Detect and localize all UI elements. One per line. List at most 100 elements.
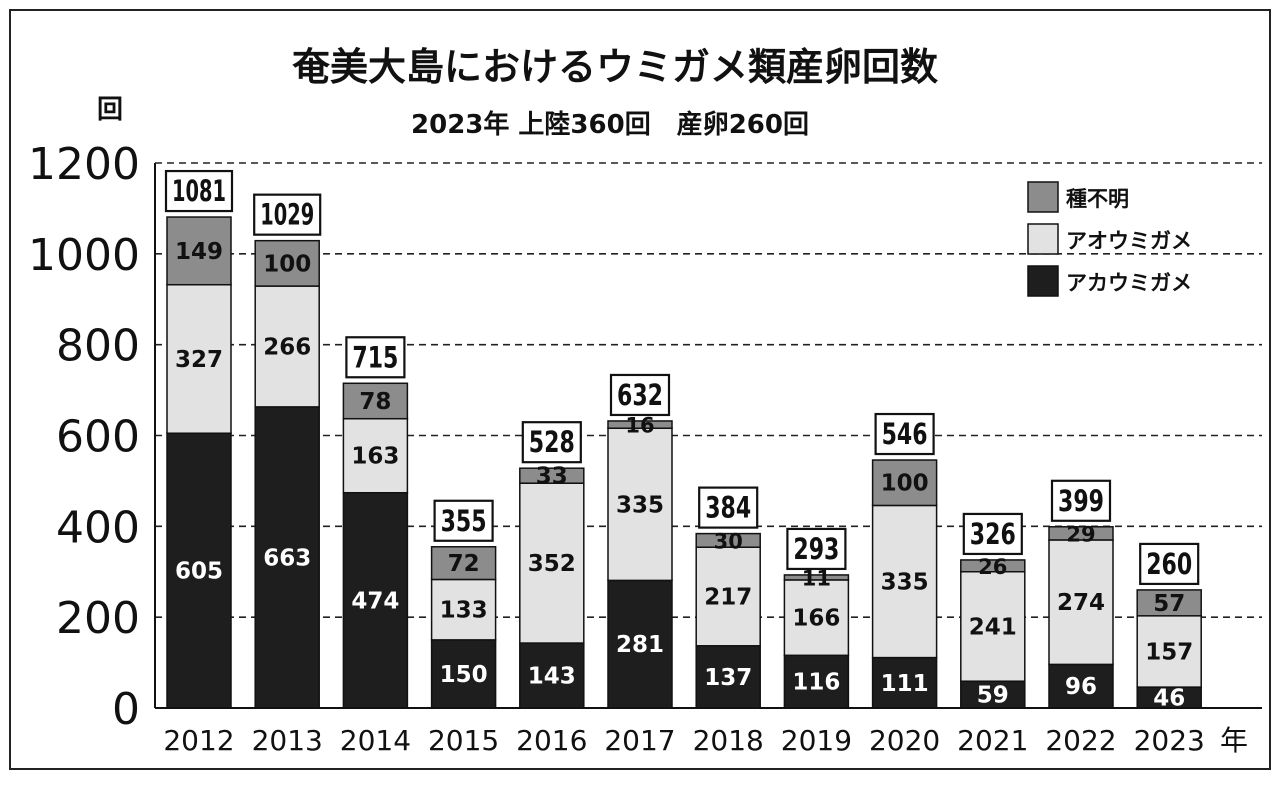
bar-value-label: 133 [440, 598, 488, 624]
x-tick-label: 2014 [340, 724, 411, 757]
bar-value-label: 100 [263, 251, 311, 277]
total-box [164, 169, 234, 213]
bar-value-label: 335 [616, 492, 664, 518]
x-axis: 2012 2013 2014 2015 2016 2017 2018 2019 2020 2021… [155, 707, 1262, 757]
legend-swatch [1027, 181, 1059, 213]
bar-value-label: 266 [263, 334, 311, 360]
bar-segment [1136, 615, 1202, 688]
bar-value-label: 29 [1066, 522, 1095, 546]
bar-value-label: 137 [704, 665, 752, 691]
bar-value-label: 26 [978, 555, 1007, 579]
legend-swatch [1027, 223, 1059, 255]
total-label: 546 [882, 417, 928, 451]
total-label: 1081 [172, 174, 226, 208]
bar-value-label: 327 [175, 347, 223, 373]
bar-segment [430, 639, 497, 709]
y-tick-label: 800 [56, 321, 140, 372]
bar-segment [1048, 539, 1114, 666]
y-tick-label: 0 [112, 684, 140, 735]
bar-value-label: 72 [448, 551, 480, 577]
x-tick-label: 2017 [604, 724, 675, 757]
bar-segment [166, 216, 232, 286]
total-box [1050, 479, 1112, 522]
x-tick-label: 2019 [781, 724, 852, 757]
x-axis-unit-label: 年 [1220, 724, 1248, 757]
x-tick-label: 2016 [516, 724, 587, 757]
total-box [962, 512, 1023, 556]
bar-segment [960, 571, 1026, 682]
x-tick-label: 2023 [1134, 724, 1205, 757]
bar-value-label: 11 [802, 566, 831, 590]
bar-value-label: 100 [881, 471, 929, 497]
total-box [253, 193, 322, 236]
legend-label: 種不明 [1066, 187, 1129, 211]
bars: 605 327 149 1081 663 266 100 1029 474 163 78 715 150… [164, 169, 1202, 712]
total-box [698, 486, 759, 529]
bar-value-label: 57 [1153, 591, 1185, 617]
total-label: 355 [441, 504, 487, 538]
bar-segment [342, 491, 409, 709]
bar-value-label: 352 [528, 551, 576, 577]
bar-segment [519, 642, 585, 709]
total-label: 528 [529, 425, 575, 459]
bar-value-label: 281 [616, 632, 664, 658]
total-box [874, 412, 935, 456]
bar-segment [342, 417, 409, 494]
bar-value-label: 59 [977, 683, 1009, 709]
x-tick-label: 2013 [252, 724, 323, 757]
total-box [433, 499, 494, 542]
bar-segment [1048, 526, 1114, 541]
bar-segment [960, 559, 1026, 573]
bar-segment [783, 574, 850, 581]
total-label: 632 [617, 378, 663, 412]
bar-value-label: 163 [351, 444, 399, 470]
bar-segment [607, 427, 673, 582]
x-tick-label: 2020 [869, 724, 940, 757]
total-box [345, 336, 406, 379]
total-box [521, 421, 582, 464]
total-box [786, 527, 847, 571]
bar-segment [166, 283, 232, 434]
total-label: 399 [1058, 484, 1104, 518]
bar-value-label: 116 [792, 670, 840, 696]
y-tick-label: 1200 [28, 139, 140, 190]
chart-subtitle: 2023年 上陸360回 産卵260回 [411, 109, 809, 140]
bar-value-label: 96 [1065, 674, 1097, 700]
bar-value-label: 157 [1145, 639, 1193, 665]
bar-segment [430, 546, 497, 581]
x-tick-label: 2018 [693, 724, 764, 757]
bar-value-label: 150 [440, 662, 488, 688]
bar-value-label: 217 [704, 585, 752, 611]
bar-value-label: 143 [528, 664, 576, 690]
bar-value-label: 78 [359, 389, 391, 415]
bar-value-label: 166 [792, 606, 840, 632]
legend-swatch [1027, 265, 1059, 297]
legend-label: アカウミガメ [1066, 271, 1192, 295]
bar-segment [342, 382, 409, 420]
bar-segment [1136, 589, 1202, 617]
bar-value-label: 274 [1057, 590, 1105, 616]
bar-segment [254, 239, 320, 287]
bar-value-label: 111 [881, 671, 929, 697]
chart-title: 奄美大島におけるウミガメ類産卵回数 [292, 45, 938, 89]
bar-segment [607, 420, 673, 429]
bar-segment [254, 285, 320, 408]
x-tick-label: 2015 [428, 724, 499, 757]
bar-value-label: 241 [969, 614, 1017, 640]
bar-value-label: 474 [351, 588, 399, 614]
bar-segment [871, 459, 938, 507]
bar-value-label: 335 [881, 570, 929, 596]
total-box [1139, 542, 1200, 586]
total-label: 293 [793, 532, 839, 566]
y-tick-label: 600 [56, 412, 140, 463]
y-axis-unit-label: 回 [97, 95, 123, 125]
total-label: 715 [352, 340, 398, 374]
legend-label: アオウミガメ [1066, 229, 1192, 253]
bar-segment [695, 546, 761, 647]
x-tick-label: 2012 [163, 724, 234, 757]
total-label: 1029 [260, 198, 314, 232]
y-tick-label: 400 [56, 502, 140, 553]
y-axis: 0 200 400 600 800 1000 1200 [28, 139, 156, 735]
